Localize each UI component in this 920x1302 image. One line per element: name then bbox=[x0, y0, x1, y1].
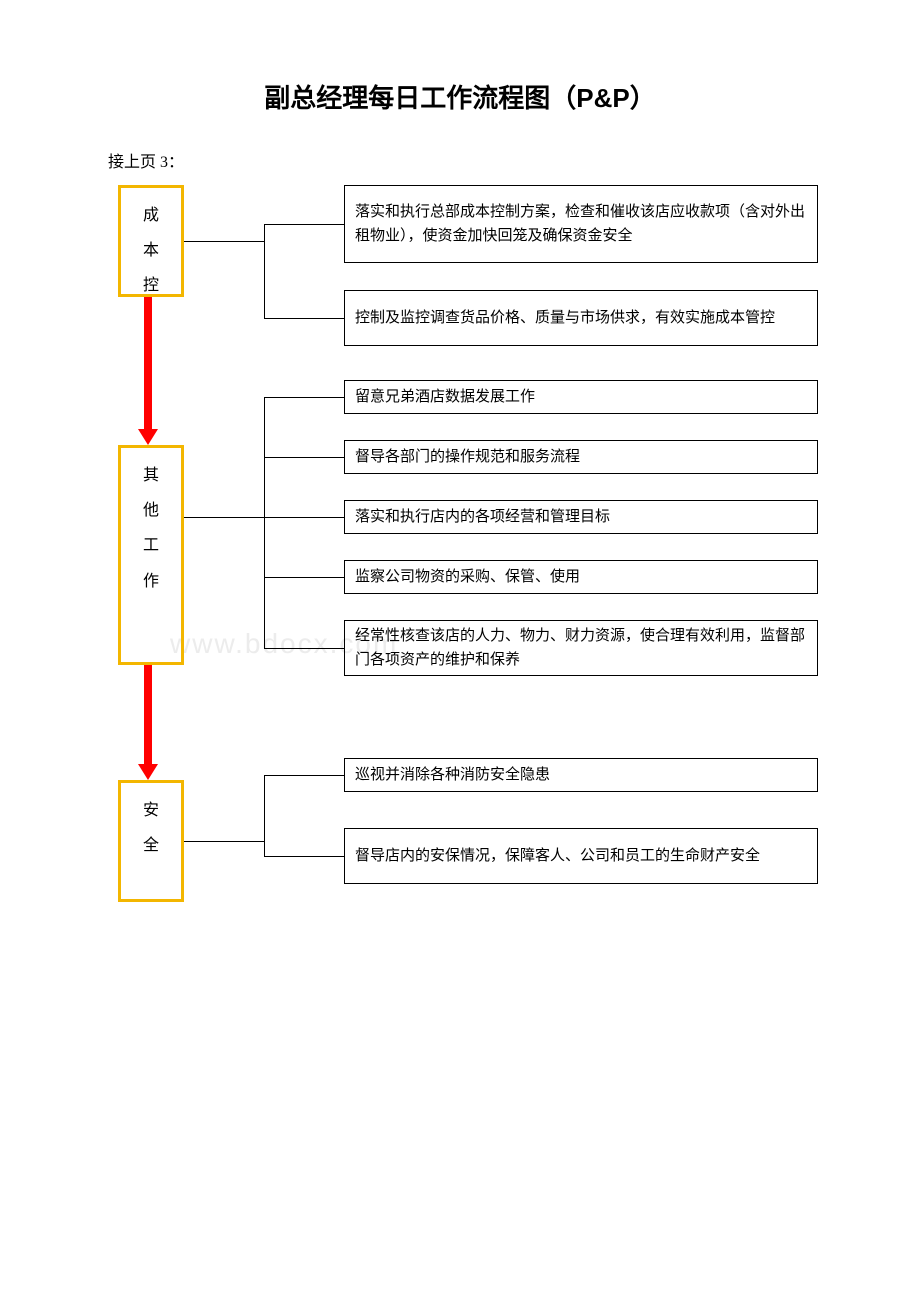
connector-stub bbox=[184, 241, 265, 242]
connector-trunk bbox=[264, 397, 265, 648]
connector-trunk bbox=[264, 224, 265, 318]
connector-branch bbox=[264, 775, 344, 776]
arrow-shaft bbox=[144, 665, 152, 764]
page-title: 副总经理每日工作流程图（P&P） bbox=[0, 78, 920, 115]
connector-stub bbox=[184, 841, 265, 842]
connector-branch bbox=[264, 224, 344, 225]
connector-branch bbox=[264, 397, 344, 398]
detail-d9: 督导店内的安保情况，保障客人、公司和员工的生命财产安全 bbox=[344, 828, 818, 884]
category-char: 工 bbox=[143, 528, 159, 563]
category-char: 控 bbox=[143, 268, 159, 297]
connector-trunk bbox=[264, 775, 265, 856]
detail-d2: 控制及监控调查货品价格、质量与市场供求，有效实施成本管控 bbox=[344, 290, 818, 346]
connector-branch bbox=[264, 517, 344, 518]
detail-d7: 经常性核查该店的人力、物力、财力资源，使合理有效利用，监督部门各项资产的维护和保… bbox=[344, 620, 818, 676]
category-char: 全 bbox=[143, 828, 159, 863]
category-char: 成 bbox=[143, 198, 159, 233]
detail-d5: 落实和执行店内的各项经营和管理目标 bbox=[344, 500, 818, 534]
detail-d8: 巡视并消除各种消防安全隐患 bbox=[344, 758, 818, 792]
category-char: 作 bbox=[143, 564, 159, 599]
connector-branch bbox=[264, 577, 344, 578]
arrow-head-icon bbox=[138, 764, 158, 780]
arrow-head-icon bbox=[138, 429, 158, 445]
detail-d1: 落实和执行总部成本控制方案，检查和催收该店应收款项（含对外出租物业），使资金加快… bbox=[344, 185, 818, 263]
detail-d4: 督导各部门的操作规范和服务流程 bbox=[344, 440, 818, 474]
page-subtitle: 接上页 3： bbox=[108, 148, 184, 172]
category-char: 其 bbox=[143, 458, 159, 493]
connector-branch bbox=[264, 648, 344, 649]
category-other: 其他工作 bbox=[118, 445, 184, 665]
category-char: 安 bbox=[143, 793, 159, 828]
category-char: 本 bbox=[143, 233, 159, 268]
connector-branch bbox=[264, 318, 344, 319]
category-cost: 成本控 bbox=[118, 185, 184, 297]
connector-branch bbox=[264, 856, 344, 857]
diagram-canvas: 副总经理每日工作流程图（P&P） 接上页 3： www.bdocx.com 成本… bbox=[0, 0, 920, 1302]
arrow-shaft bbox=[144, 297, 152, 429]
category-char: 他 bbox=[143, 493, 159, 528]
connector-branch bbox=[264, 457, 344, 458]
category-safety: 安全 bbox=[118, 780, 184, 902]
detail-d3: 留意兄弟酒店数据发展工作 bbox=[344, 380, 818, 414]
detail-d6: 监察公司物资的采购、保管、使用 bbox=[344, 560, 818, 594]
connector-stub bbox=[184, 517, 265, 518]
